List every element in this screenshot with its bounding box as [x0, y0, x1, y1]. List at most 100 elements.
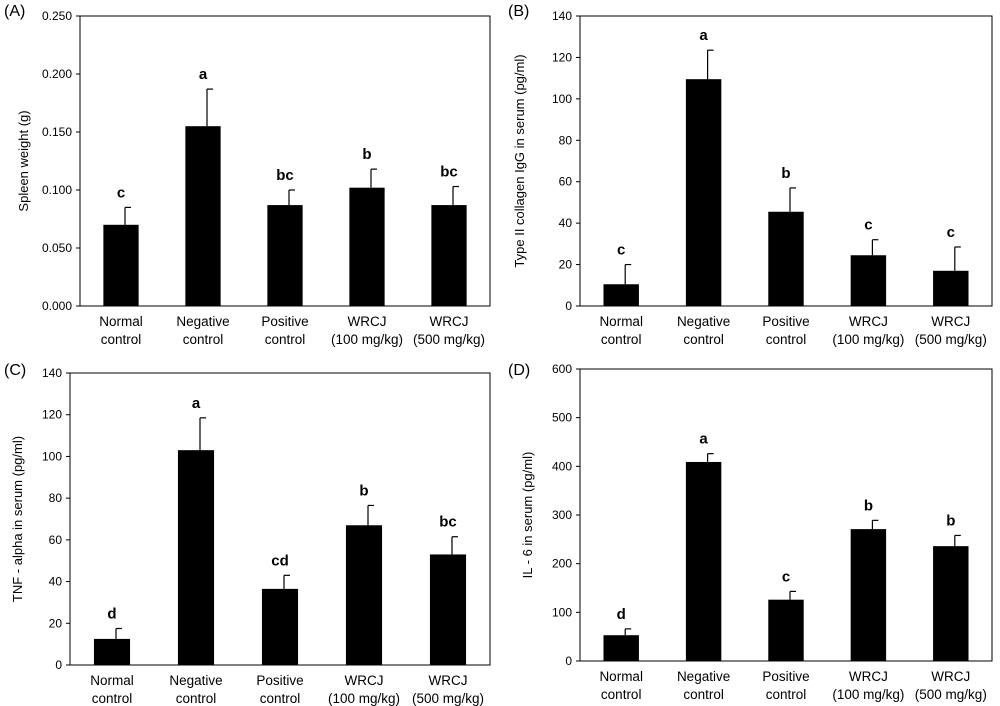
x-tick-label: Negative	[169, 673, 222, 688]
y-axis-label: TNF - alpha in serum (pg/ml)	[10, 436, 25, 602]
significance-letter: d	[617, 606, 626, 623]
x-tick-label: control	[260, 691, 301, 706]
x-tick-label: Positive	[256, 673, 303, 688]
x-tick-label: control	[265, 332, 306, 347]
x-tick-label: (100 mg/kg)	[832, 687, 904, 702]
x-tick-label: control	[683, 687, 724, 702]
y-tick-label: 0.200	[42, 67, 72, 81]
x-tick-label: control	[101, 332, 142, 347]
panel-label: (A)	[4, 3, 25, 20]
panel-label: (C)	[4, 362, 26, 379]
y-axis-label: IL - 6 in serum (pg/ml)	[520, 452, 535, 579]
x-tick-label: (500 mg/kg)	[412, 691, 484, 706]
significance-letter: b	[946, 512, 955, 529]
bar	[185, 126, 221, 306]
x-tick-label: WRCJ	[931, 314, 970, 329]
panel-label: (D)	[508, 362, 530, 379]
bar	[603, 284, 639, 306]
x-tick-label: (500 mg/kg)	[413, 332, 485, 347]
y-tick-label: 80	[49, 491, 63, 505]
bar	[345, 525, 383, 665]
x-tick-label: Positive	[261, 314, 308, 329]
y-tick-label: 140	[552, 9, 572, 23]
x-tick-label: control	[176, 691, 217, 706]
bar	[429, 554, 467, 665]
y-tick-label: 300	[552, 508, 572, 522]
x-tick-label: WRCJ	[348, 314, 387, 329]
y-tick-label: 100	[552, 92, 572, 106]
significance-letter: b	[781, 165, 790, 182]
x-tick-label: (100 mg/kg)	[328, 691, 400, 706]
bar	[603, 635, 639, 661]
y-tick-label: 600	[552, 362, 572, 376]
bar	[933, 270, 969, 306]
x-tick-label: control	[766, 687, 807, 702]
x-tick-label: WRCJ	[345, 673, 384, 688]
significance-letter: c	[782, 568, 790, 585]
significance-letter: bc	[276, 167, 294, 184]
significance-letter: b	[362, 146, 371, 163]
bar	[261, 588, 299, 665]
y-tick-label: 0.000	[42, 299, 72, 313]
chart-panel-a: (A) 0.000 0.050 0.100 0.150 0.200 0.250 Spleen …	[4, 3, 491, 347]
y-tick-label: 200	[552, 557, 572, 571]
x-tick-label: Negative	[176, 314, 229, 329]
x-tick-label: WRCJ	[849, 669, 888, 684]
x-tick-label: Negative	[677, 669, 730, 684]
bar	[349, 187, 385, 306]
x-tick-label: WRCJ	[429, 673, 468, 688]
x-tick-label: WRCJ	[849, 314, 888, 329]
significance-letter: a	[192, 395, 201, 412]
x-tick-label: control	[766, 332, 807, 347]
chart-panel-c: (C) 0 20 40 60 80 100 120 140 TNF - alpha in seru…	[4, 362, 491, 706]
y-tick-label: 0	[565, 299, 572, 313]
y-tick-label: 400	[552, 459, 572, 473]
y-axis-label: Spleen weight (g)	[16, 110, 31, 211]
bar	[850, 255, 887, 306]
significance-letter: d	[107, 606, 116, 623]
bar	[768, 599, 804, 661]
y-tick-label: 60	[559, 175, 573, 189]
bar	[933, 546, 969, 661]
panel-label: (B)	[508, 3, 529, 20]
bar	[177, 450, 215, 665]
significance-letter: b	[359, 482, 368, 499]
bar	[93, 638, 131, 665]
y-tick-label: 40	[559, 216, 573, 230]
y-tick-label: 0.250	[42, 9, 72, 23]
x-tick-label: control	[683, 332, 724, 347]
y-tick-label: 140	[42, 366, 62, 380]
y-tick-label: 120	[42, 408, 62, 422]
x-tick-label: Normal	[99, 314, 143, 329]
y-tick-label: 60	[49, 533, 63, 547]
y-axis-label: Type II collagen IgG in serum (pg/ml)	[512, 54, 527, 267]
x-tick-label: Normal	[599, 314, 643, 329]
bar	[103, 224, 139, 306]
x-tick-label: Positive	[762, 314, 809, 329]
chart-panel-d: (D) 0 100 200 300 400 500 600 IL - 6 in serum (p…	[508, 362, 993, 702]
x-tick-label: (100 mg/kg)	[832, 332, 904, 347]
significance-letter: a	[199, 66, 208, 83]
bar	[850, 529, 887, 661]
bar	[685, 79, 722, 306]
y-tick-label: 0.150	[42, 125, 72, 139]
bar	[267, 205, 303, 306]
significance-letter: c	[617, 242, 625, 259]
y-tick-label: 0	[565, 654, 572, 668]
y-tick-label: 120	[552, 50, 572, 64]
significance-letter: bc	[439, 514, 457, 531]
x-tick-label: (100 mg/kg)	[331, 332, 403, 347]
bar	[768, 211, 804, 306]
x-tick-label: Negative	[677, 314, 730, 329]
y-tick-label: 0	[55, 658, 62, 672]
x-tick-label: control	[601, 332, 642, 347]
x-tick-label: Positive	[762, 669, 809, 684]
significance-letter: a	[699, 27, 708, 44]
significance-letter: b	[864, 497, 873, 514]
significance-letter: a	[699, 431, 708, 448]
x-tick-label: control	[92, 691, 133, 706]
y-tick-label: 0.050	[42, 241, 72, 255]
bar	[431, 205, 467, 306]
x-tick-label: WRCJ	[931, 669, 970, 684]
